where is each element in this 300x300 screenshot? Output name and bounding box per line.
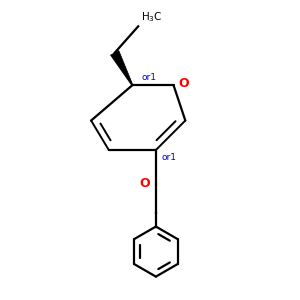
Text: or1: or1: [162, 153, 177, 162]
Text: O: O: [140, 177, 150, 190]
Text: or1: or1: [141, 73, 156, 82]
Text: O: O: [178, 77, 189, 90]
Polygon shape: [110, 51, 133, 86]
Text: H$_3$C: H$_3$C: [141, 10, 163, 24]
